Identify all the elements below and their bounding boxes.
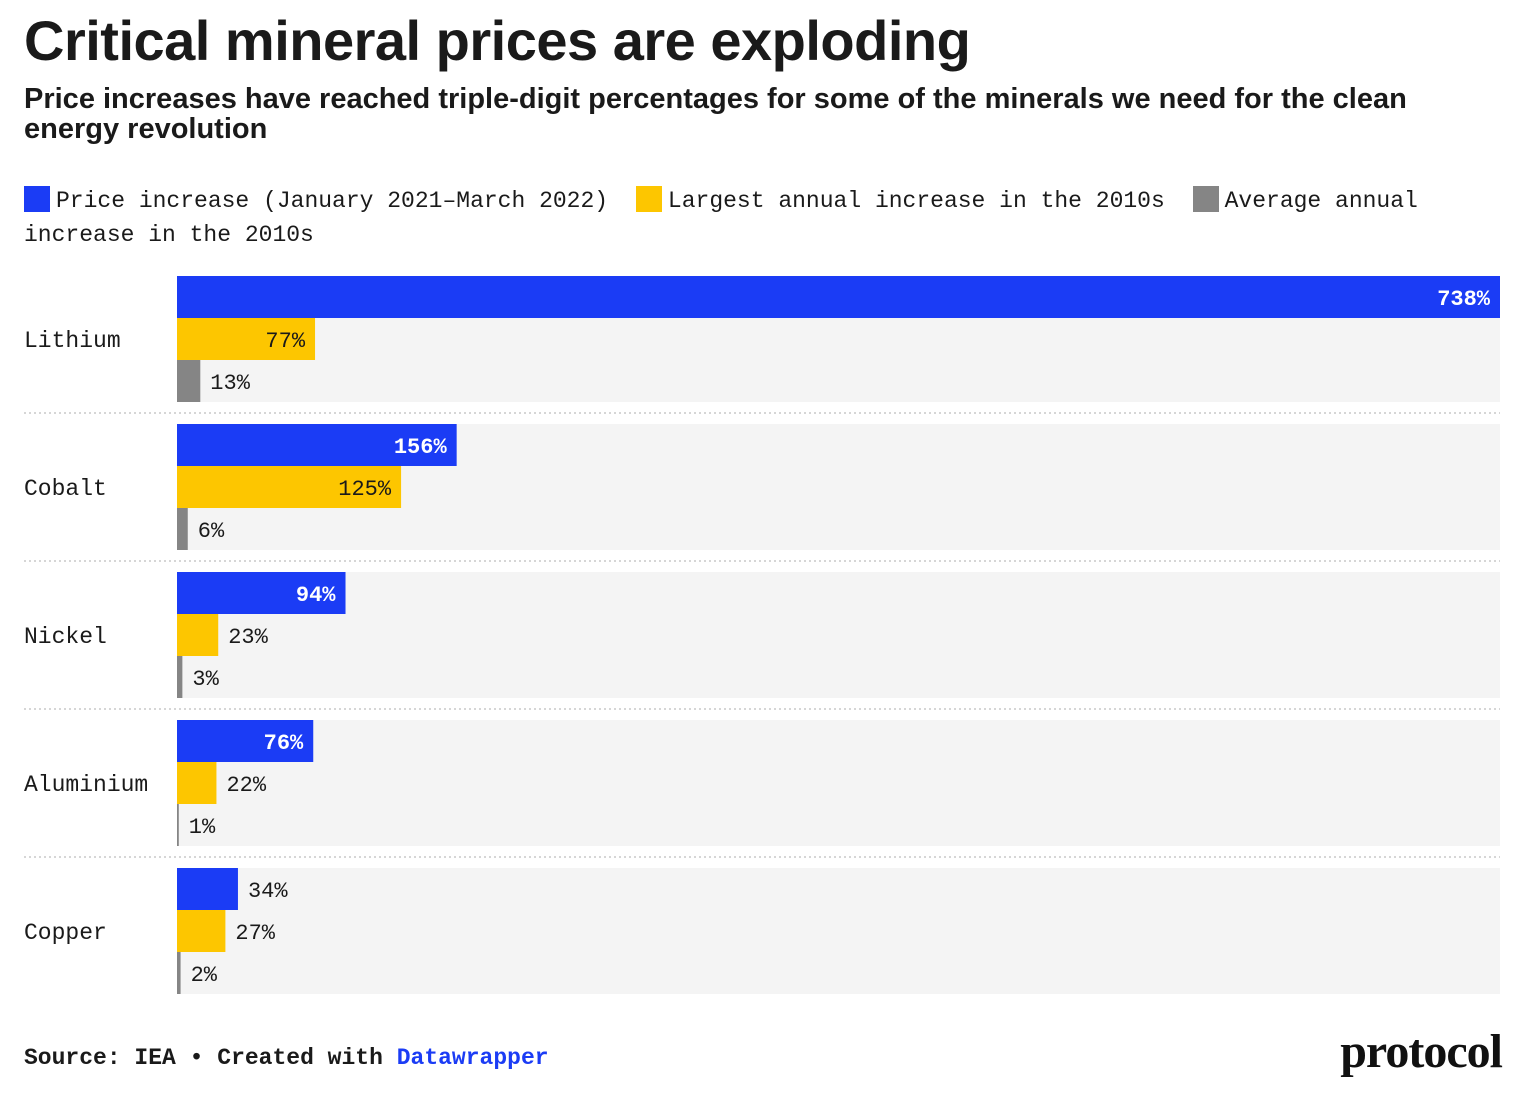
value-label-cobalt-price-increase: 156% (394, 435, 448, 460)
legend-item-average-annual-increase: Average annual increase in the 2010s (24, 186, 1418, 248)
bar-aluminium-largest-annual-increase (177, 762, 217, 804)
row-background-aluminium (177, 720, 1500, 846)
value-label-nickel-price-increase: 94% (296, 583, 336, 608)
legend-label: Largest annual increase in the 2010s (667, 188, 1165, 214)
legend-label: Price increase (January 2021–March 2022) (56, 188, 609, 214)
bar-lithium-largest-annual-increase (177, 318, 316, 360)
bar-cobalt-price-increase (177, 424, 457, 466)
value-label-lithium-largest-annual-increase: 77% (265, 329, 305, 354)
chart-legend: Price increase (January 2021–March 2022)… (24, 184, 1504, 252)
bar-nickel-largest-annual-increase (177, 614, 219, 656)
legend-item-largest-annual-increase: Largest annual increase in the 2010s (635, 186, 1165, 214)
bar-copper-average-annual-increase (177, 952, 181, 994)
bar-nickel-average-annual-increase (177, 656, 183, 698)
category-label-cobalt: Cobalt (24, 476, 107, 502)
created-with-note: Created with (217, 1045, 383, 1071)
bar-chart: Lithium 738% 77% 13% Cobalt 156%125% 6% Nickel 9… (24, 276, 1500, 994)
legend-label: Average annual increase in the 2010s (24, 188, 1418, 248)
source-note: Source: IEA (24, 1045, 176, 1071)
bar-copper-largest-annual-increase (177, 910, 226, 952)
legend-swatch-gray (1192, 186, 1219, 212)
value-label-lithium-price-increase: 738% (1437, 287, 1491, 312)
bar-cobalt-average-annual-increase (177, 508, 188, 550)
legend-swatch-blue (24, 186, 50, 212)
bar-copper-price-increase (177, 868, 238, 910)
value-label-nickel-largest-annual-increase: 23% (228, 625, 268, 650)
value-label-aluminium-price-increase: 76% (264, 731, 304, 756)
protocol-logo: protocol (1340, 1025, 1503, 1078)
row-background-copper (177, 868, 1500, 994)
bar-lithium-average-annual-increase (177, 360, 201, 402)
value-label-aluminium-average-annual-increase: 1% (189, 815, 216, 840)
category-label-nickel: Nickel (24, 624, 107, 650)
value-label-copper-average-annual-increase: 2% (191, 963, 218, 988)
category-label-aluminium: Aluminium (24, 772, 148, 798)
bar-aluminium-average-annual-increase (177, 804, 179, 846)
value-label-copper-largest-annual-increase: 27% (235, 921, 275, 946)
legend-item-price-increase: Price increase (January 2021–March 2022) (24, 186, 609, 214)
value-label-cobalt-largest-annual-increase: 125% (338, 477, 392, 502)
bar-nickel-price-increase (177, 572, 346, 614)
bar-lithium-price-increase (177, 276, 1500, 318)
category-label-copper: Copper (24, 920, 107, 946)
value-label-nickel-average-annual-increase: 3% (192, 667, 219, 692)
chart-title: Critical mineral prices are exploding (24, 9, 971, 72)
category-label-lithium: Lithium (24, 328, 121, 354)
chart-subtitle: Price increases have reached triple-digi… (24, 83, 1407, 145)
bar-cobalt-largest-annual-increase (177, 466, 402, 508)
legend-swatch-yellow (635, 186, 662, 212)
datawrapper-link[interactable]: Datawrapper (396, 1045, 549, 1071)
value-label-copper-price-increase: 34% (248, 879, 288, 904)
value-label-lithium-average-annual-increase: 13% (210, 371, 250, 396)
value-label-cobalt-average-annual-increase: 6% (198, 519, 225, 544)
row-background-nickel (177, 572, 1500, 698)
bar-aluminium-price-increase (177, 720, 314, 762)
value-label-aluminium-largest-annual-increase: 22% (226, 773, 266, 798)
footer-separator: • (189, 1045, 204, 1071)
chart-footer: Source: IEA • Created with Datawrapper (24, 1040, 549, 1076)
